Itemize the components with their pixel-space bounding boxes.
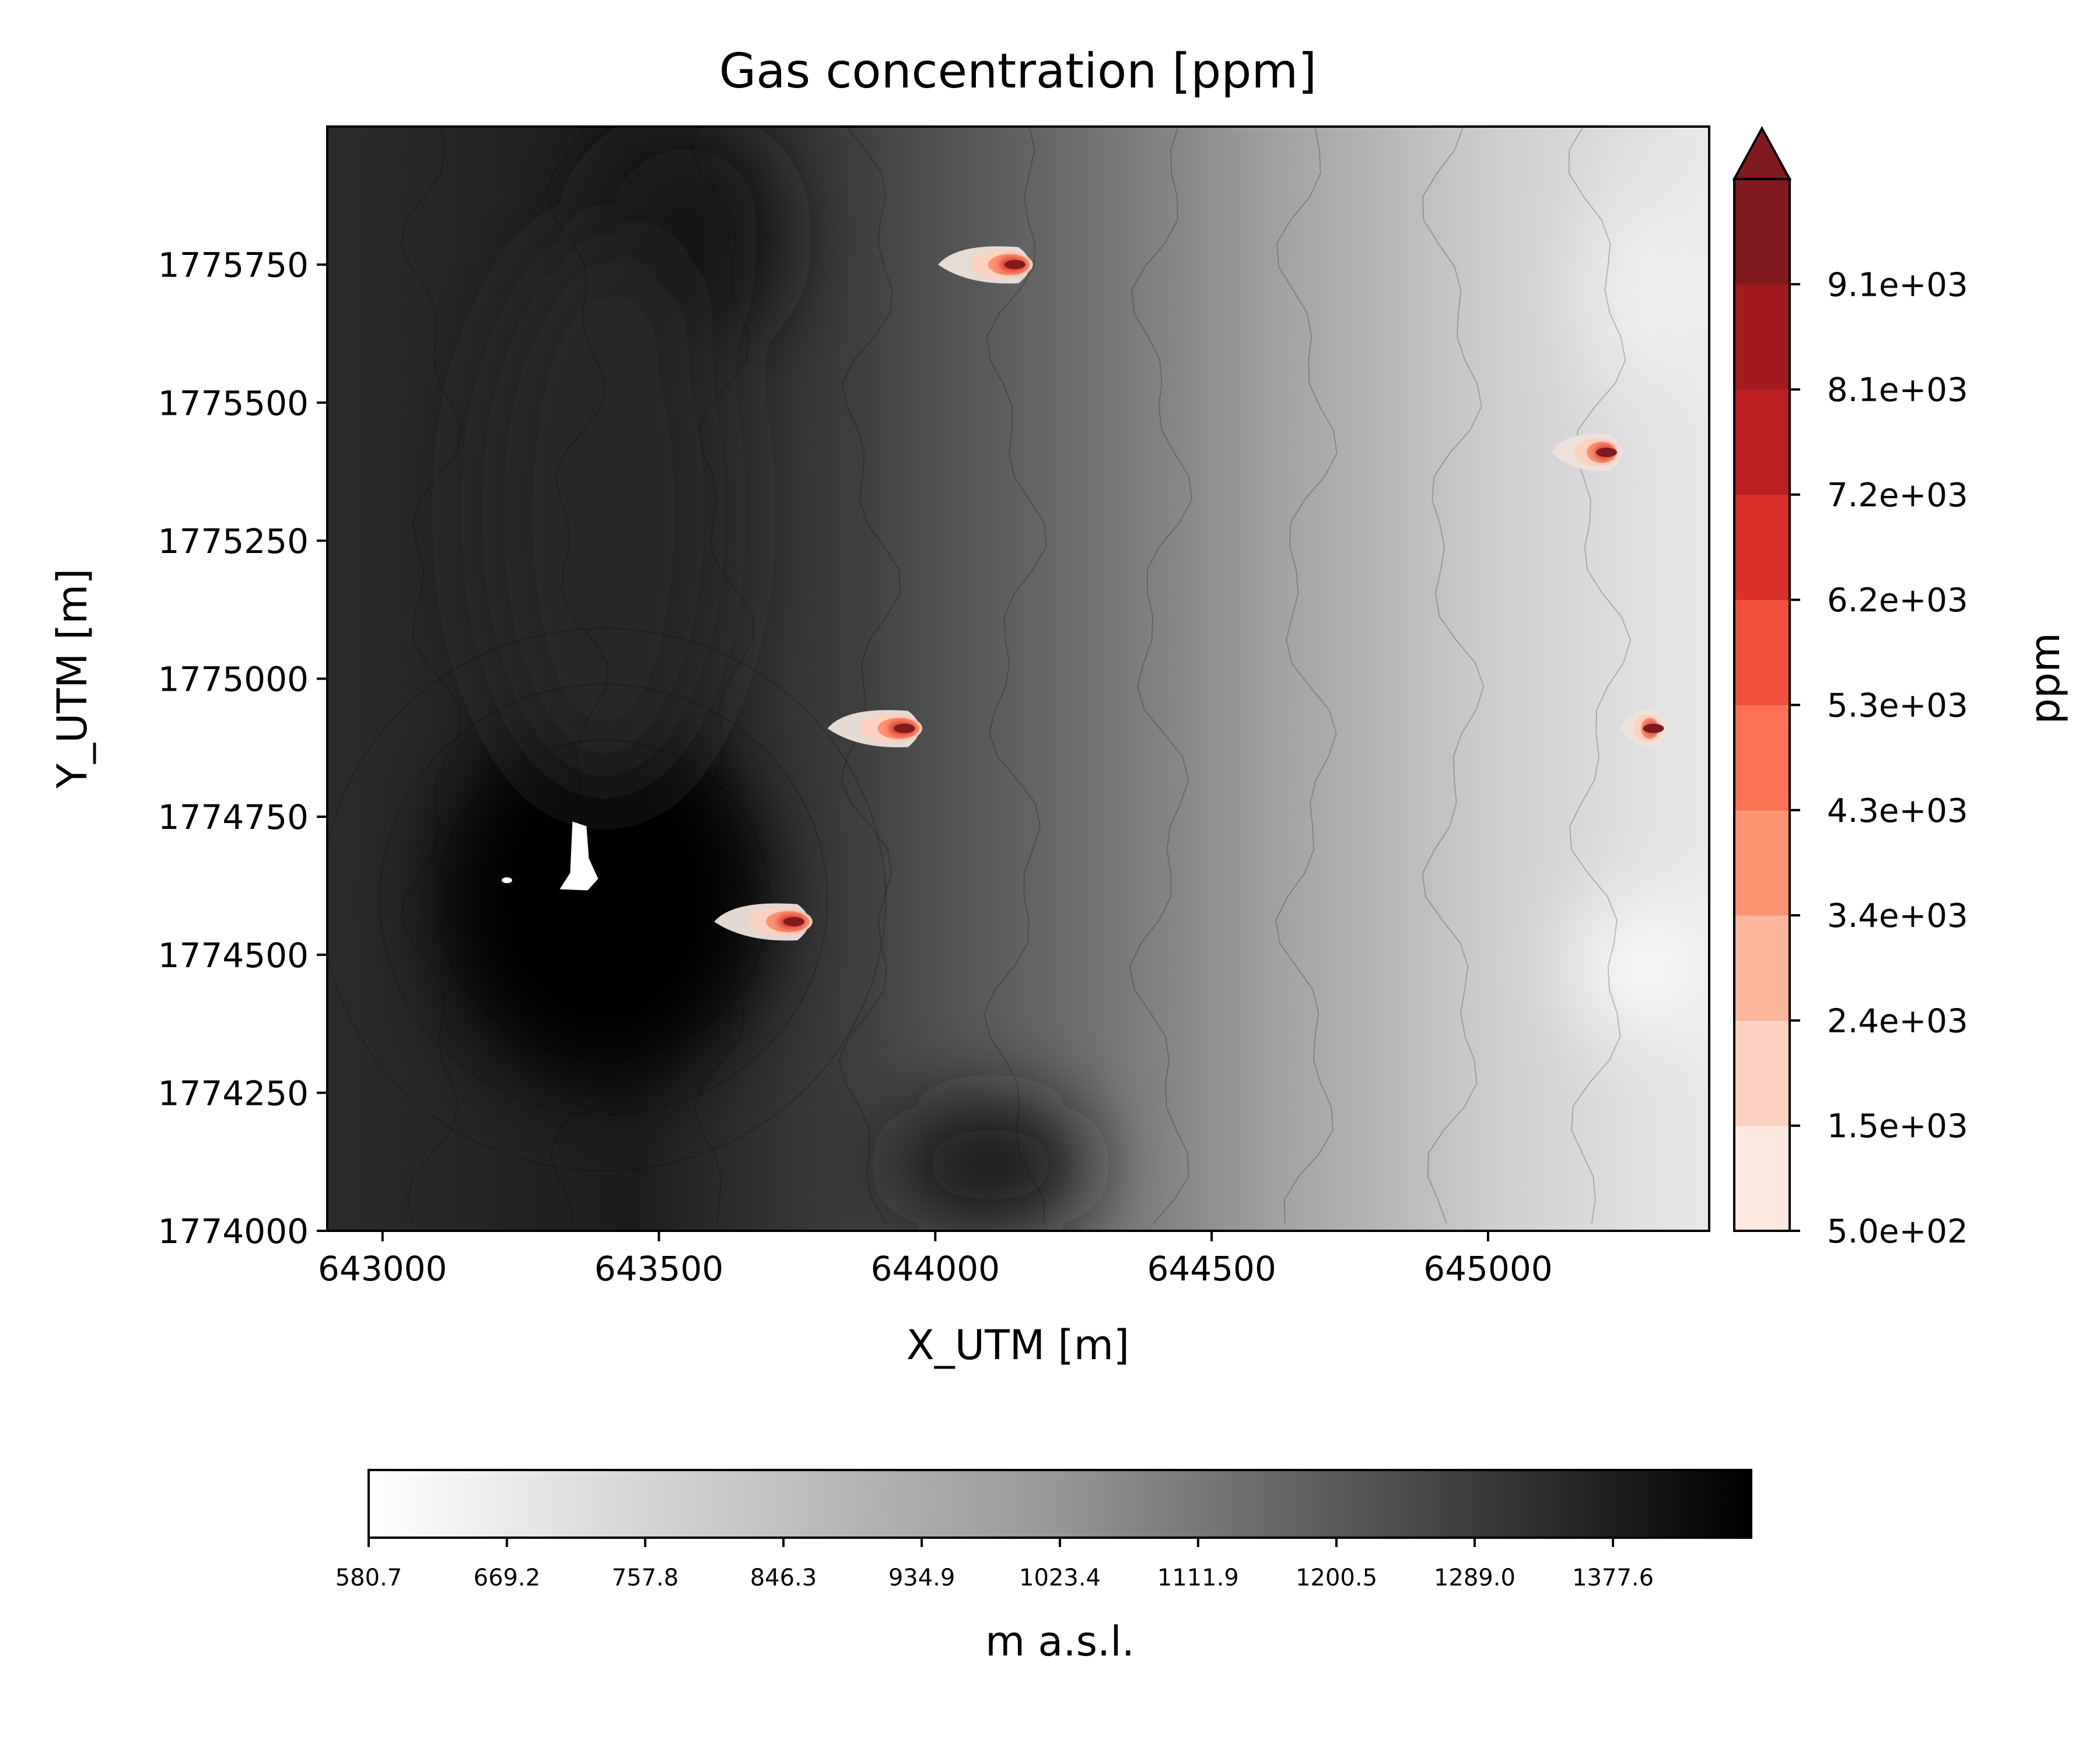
contour-line	[545, 127, 608, 1224]
gas-colorbar-segment	[1734, 494, 1790, 600]
elevation-colorbar-tick-label: 1023.4	[1019, 1564, 1101, 1591]
elevation-colorbar-label: m a.s.l.	[985, 1618, 1135, 1665]
gas-colorbar-tick-label: 5.3e+03	[1827, 687, 1968, 725]
gas-colorbar-tick-label: 4.3e+03	[1827, 792, 1968, 830]
gas-colorbar-segment	[1734, 1125, 1790, 1231]
contour-line	[1568, 127, 1632, 1224]
gas-colorbar-segment	[1734, 179, 1790, 285]
contour-ring	[437, 739, 771, 1060]
y-axis-label: Y_UTM [m]	[48, 568, 96, 789]
elevation-colorbar-tick-label: 846.3	[750, 1564, 817, 1591]
gas-colorbar-tick-label: 8.1e+03	[1827, 372, 1968, 410]
gas-colorbar-segment	[1734, 1020, 1790, 1126]
gas-plume	[938, 246, 1033, 284]
x-tick-label: 644000	[871, 1249, 1000, 1289]
gas-colorbar-segment	[1734, 705, 1790, 811]
gas-colorbar-segment	[1734, 810, 1790, 916]
x-tick-label: 645000	[1423, 1249, 1552, 1289]
no-data-patches	[501, 821, 598, 891]
plume-peak	[783, 916, 804, 926]
plume-peak	[1005, 260, 1026, 270]
x-tick-label: 643500	[594, 1249, 723, 1289]
contour-line	[1275, 127, 1338, 1224]
y-tick-label: 1775250	[158, 522, 309, 561]
terrain-feature	[1587, 192, 1709, 392]
plot-area: 643000 643500 644000 644500 645000 177400017…	[158, 125, 1710, 1289]
gas-colorbar-segment	[1734, 389, 1790, 495]
elevation-colorbar-tick-label: 757.8	[612, 1564, 679, 1591]
plume-peak	[894, 723, 915, 733]
contour-line	[400, 127, 463, 1224]
gas-plumes	[714, 246, 1669, 941]
gas-colorbar-tick-label: 7.2e+03	[1827, 477, 1968, 514]
y-tick-label: 1775500	[158, 383, 309, 423]
y-tick-label: 1775750	[158, 246, 309, 285]
gas-colorbar-tick-label: 3.4e+03	[1827, 897, 1968, 935]
gas-colorbar-tick-label: 1.5e+03	[1827, 1108, 1968, 1146]
gas-colorbar-tick-label: 2.4e+03	[1827, 1002, 1968, 1040]
plume-peak	[1595, 447, 1617, 457]
elevation-colorbar: 580.7 669.2 757.8 846.3 934.9 1023.4 1111.9 120…	[335, 1469, 1752, 1591]
contour-line	[1422, 127, 1485, 1224]
elevation-colorbar-bar	[368, 1469, 1752, 1539]
x-tick-label: 644500	[1147, 1249, 1276, 1289]
terrain-feature	[891, 1098, 1090, 1231]
elevation-colorbar-tick-label: 580.7	[335, 1564, 402, 1591]
no-data-patch	[559, 821, 598, 891]
gas-colorbar: 5.0e+02 1.5e+03 2.4e+03 3.4e+03 4.3e+03 5.3e+…	[1732, 125, 1968, 1251]
gas-colorbar-label: ppm	[2021, 632, 2069, 724]
contour-ring	[327, 628, 886, 1171]
gas-plume	[1551, 434, 1622, 471]
gas-colorbar-tick-label: 9.1e+03	[1827, 266, 1968, 304]
y-axis: 1774000 1774250 1774500 1774750 1775000 17752…	[158, 246, 327, 1251]
x-axis: 643000 643500 644000 644500 645000	[318, 1231, 1553, 1289]
gas-colorbar-extend-arrow	[1732, 125, 1792, 180]
terrain-feature	[438, 712, 770, 1087]
elevation-colorbar-tick-label: 1111.9	[1157, 1564, 1239, 1591]
elevation-colorbar-tick-label: 669.2	[474, 1564, 541, 1591]
contour-line	[838, 127, 901, 1224]
y-tick-label: 1774750	[158, 797, 309, 837]
gas-plume	[1620, 710, 1669, 748]
y-tick-label: 1774500	[158, 936, 309, 975]
x-axis-label: X_UTM [m]	[907, 1321, 1129, 1369]
elevation-colorbar-tick-label: 1377.6	[1572, 1564, 1654, 1591]
gas-colorbar-segment	[1734, 915, 1790, 1021]
no-data-patch	[501, 877, 512, 883]
gas-colorbar-segment	[1734, 284, 1790, 390]
contour-ring	[379, 683, 828, 1116]
elevation-colorbar-tick-label: 934.9	[888, 1564, 956, 1591]
y-tick-label: 1775000	[158, 660, 309, 699]
gas-colorbar-tick-label: 6.2e+03	[1827, 582, 1968, 620]
gas-colorbar-segment	[1734, 600, 1790, 705]
y-tick-label: 1774000	[158, 1212, 309, 1251]
elevation-contours	[327, 127, 1632, 1224]
contour-line	[984, 127, 1047, 1224]
plume-peak	[1643, 723, 1664, 733]
gas-plume	[714, 903, 813, 941]
elevation-colorbar-tick-label: 1200.5	[1296, 1564, 1377, 1591]
elevation-colorbar-tick-label: 1289.0	[1434, 1564, 1516, 1591]
contour-line	[691, 127, 754, 1224]
terrain-feature	[1576, 900, 1709, 1032]
gas-plume	[827, 710, 923, 748]
chart-title: Gas concentration [ppm]	[719, 44, 1317, 99]
y-tick-label: 1774250	[158, 1073, 309, 1113]
contour-line	[1129, 127, 1193, 1224]
x-tick-label: 643000	[318, 1249, 447, 1289]
terrain-feature	[482, 237, 726, 789]
gas-colorbar-tick-label: 5.0e+02	[1827, 1213, 1968, 1251]
terrain-features	[438, 127, 1709, 1231]
